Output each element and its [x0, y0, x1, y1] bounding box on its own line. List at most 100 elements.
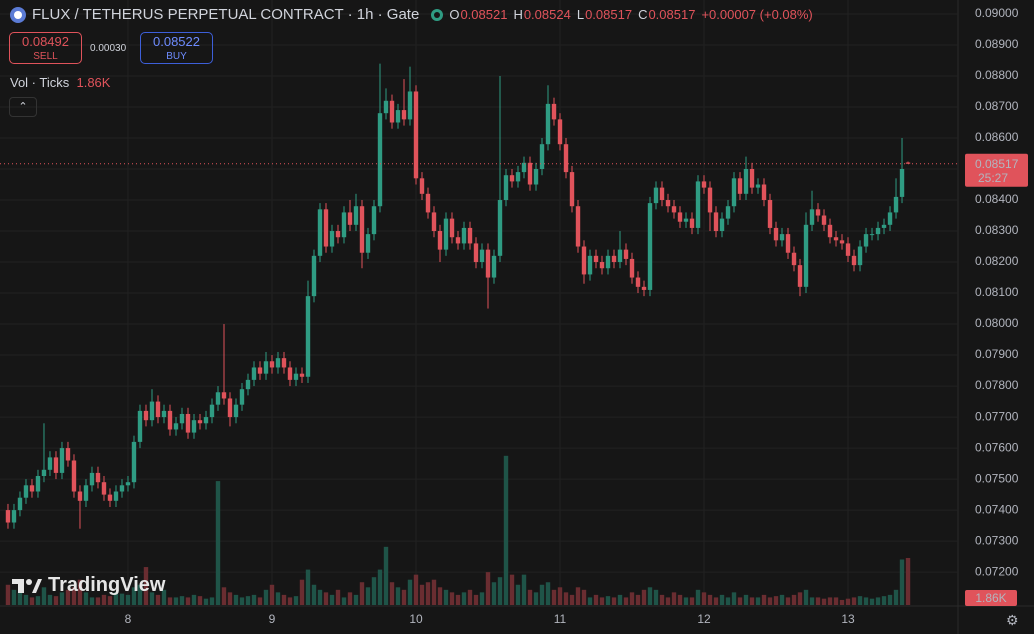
candle-body [455, 237, 461, 244]
volume-bar [113, 592, 119, 605]
candle-body [863, 234, 869, 247]
candle-body [773, 227, 779, 241]
candle-body [887, 212, 893, 225]
candle-body [809, 209, 815, 225]
volume-bar [95, 597, 101, 605]
candle-body [461, 227, 467, 244]
volume-bar [689, 597, 695, 605]
volume-bar [107, 596, 113, 605]
volume-bar [455, 594, 461, 605]
candle-body [839, 240, 845, 244]
candle-body [269, 361, 275, 368]
volume-bar [341, 597, 347, 605]
volume-bar [713, 597, 719, 605]
y-tick-label: 0.07800 [975, 378, 1019, 392]
y-tick-label: 0.09000 [975, 6, 1019, 20]
y-tick-label: 0.07700 [975, 409, 1019, 423]
candle-body [251, 367, 257, 380]
candle-body [83, 485, 89, 501]
sell-button[interactable]: 0.08492 SELL [9, 32, 82, 64]
candle-body [905, 162, 911, 164]
candle-body [551, 103, 557, 120]
volume-axis-label: 1.86K [975, 591, 1006, 605]
volume-bar [683, 597, 689, 605]
volume-bar [863, 597, 869, 605]
candle-body [437, 231, 443, 250]
collapse-button[interactable]: ⌃ [9, 97, 37, 117]
candle-body [101, 482, 107, 495]
volume-bar [419, 584, 425, 605]
candle-body [419, 178, 425, 194]
candle-body [539, 144, 545, 170]
volume-value: 1.86K [76, 75, 111, 90]
candle-body [677, 212, 683, 222]
candle-body [29, 485, 35, 492]
volume-bar [359, 582, 365, 605]
candle-body [365, 234, 371, 253]
volume-bar [149, 592, 155, 605]
volume-bar [425, 582, 431, 605]
volume-bar [77, 579, 83, 605]
candle-body [305, 296, 311, 377]
candle-body [857, 246, 863, 266]
candle-body [485, 249, 491, 278]
candle-body [563, 144, 569, 173]
volume-bar [737, 597, 743, 605]
volume-bar [491, 582, 497, 605]
candle-body [65, 448, 71, 461]
candle-body [143, 410, 149, 421]
candle-body [899, 169, 905, 197]
candle-body [431, 212, 437, 232]
volume-bar [275, 592, 281, 605]
candle-body [443, 218, 449, 250]
volume-bar [509, 574, 515, 605]
volume-bar [503, 455, 509, 605]
settings-icon[interactable]: ⚙ [1006, 612, 1019, 628]
volume-bar [269, 584, 275, 605]
title: FLUX / TETHERUS PERPETUAL CONTRACT · 1h … [32, 6, 420, 23]
volume-bar [347, 592, 353, 605]
volume-bar [653, 589, 659, 605]
volume-bar [581, 589, 587, 605]
x-tick-label: 13 [841, 612, 855, 626]
volume-bar [623, 597, 629, 605]
header: FLUX / TETHERUS PERPETUAL CONTRACT · 1h … [10, 6, 813, 23]
volume-bar [215, 481, 221, 605]
candle-body [449, 218, 455, 238]
volume-bar [155, 594, 161, 605]
candle-body [599, 262, 605, 269]
candle-body [167, 410, 173, 430]
candle-body [707, 187, 713, 213]
candle-body [545, 103, 551, 145]
volume-bar [803, 589, 809, 605]
volume-bar [557, 587, 563, 605]
candle-body [395, 110, 401, 123]
volume-bar [17, 592, 23, 605]
candle-body [869, 234, 875, 236]
candle-body [851, 255, 857, 266]
candle-body [725, 206, 731, 219]
x-tick-label: 12 [697, 612, 711, 626]
x-tick-label: 9 [269, 612, 276, 626]
candle-body [743, 169, 749, 194]
volume-bar [551, 589, 557, 605]
volume-bar [659, 594, 665, 605]
candle-body [371, 206, 377, 235]
volume-bar [833, 597, 839, 605]
candle-body [71, 460, 77, 492]
volume-bar [437, 587, 443, 605]
candle-body [311, 255, 317, 297]
volume-bar [749, 597, 755, 605]
candle-body [875, 227, 881, 235]
candle-body [53, 457, 59, 473]
volume-bar [605, 596, 611, 605]
volume-bar [791, 594, 797, 605]
candle-body [89, 472, 95, 486]
volume-bar [881, 596, 887, 605]
volume-bar [5, 584, 11, 605]
candle-body [17, 497, 23, 511]
candle-body [173, 423, 179, 430]
buy-button[interactable]: 0.08522 BUY [140, 32, 213, 64]
candle-body [275, 358, 281, 368]
candle-body [329, 231, 335, 247]
